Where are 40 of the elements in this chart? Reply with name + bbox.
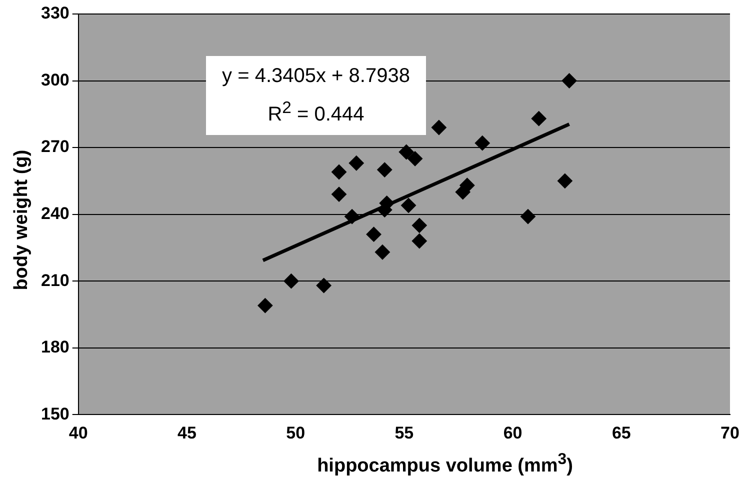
point bbox=[408, 151, 423, 166]
y-tick-label: 180 bbox=[40, 338, 70, 357]
point bbox=[258, 298, 273, 314]
point bbox=[348, 156, 364, 171]
x-tick-label: 40 bbox=[68, 423, 88, 442]
point bbox=[431, 120, 446, 136]
x-axis-title: hippocampus volume (mm$^{3}$) bbox=[317, 450, 573, 477]
point bbox=[316, 278, 332, 294]
point bbox=[401, 198, 416, 213]
annotation: R$^{2}$ = 0.444 bbox=[266, 97, 366, 128]
x-tick-label: 70 bbox=[720, 423, 740, 442]
point bbox=[460, 178, 475, 193]
x-tick-label: 45 bbox=[178, 423, 196, 442]
annotation: y = 4.3405x + 8.7938 bbox=[221, 64, 411, 89]
point bbox=[562, 73, 577, 88]
point bbox=[398, 144, 414, 160]
point bbox=[344, 209, 360, 224]
y-tick-label: 240 bbox=[40, 204, 70, 223]
point bbox=[557, 173, 572, 188]
x-tick-label: 50 bbox=[286, 423, 306, 442]
point bbox=[377, 162, 392, 178]
y-tick-label: 300 bbox=[40, 70, 70, 90]
point bbox=[366, 226, 382, 242]
x-tick-label: 65 bbox=[612, 423, 631, 442]
point bbox=[412, 218, 427, 233]
point bbox=[332, 164, 347, 180]
y-axis-title: body weight (g) bbox=[11, 150, 33, 290]
point bbox=[374, 244, 390, 260]
point bbox=[284, 274, 299, 289]
y-tick-label: 150 bbox=[40, 404, 70, 424]
point bbox=[474, 136, 490, 151]
y-tick-label: 330 bbox=[40, 4, 70, 23]
point bbox=[520, 209, 536, 224]
point bbox=[531, 111, 546, 126]
y-tick-label: 210 bbox=[40, 270, 70, 290]
point bbox=[412, 234, 427, 249]
point bbox=[332, 186, 347, 202]
y-tick-label: 270 bbox=[40, 137, 70, 156]
x-tick-label: 60 bbox=[503, 423, 522, 442]
x-tick-label: 55 bbox=[394, 423, 414, 442]
